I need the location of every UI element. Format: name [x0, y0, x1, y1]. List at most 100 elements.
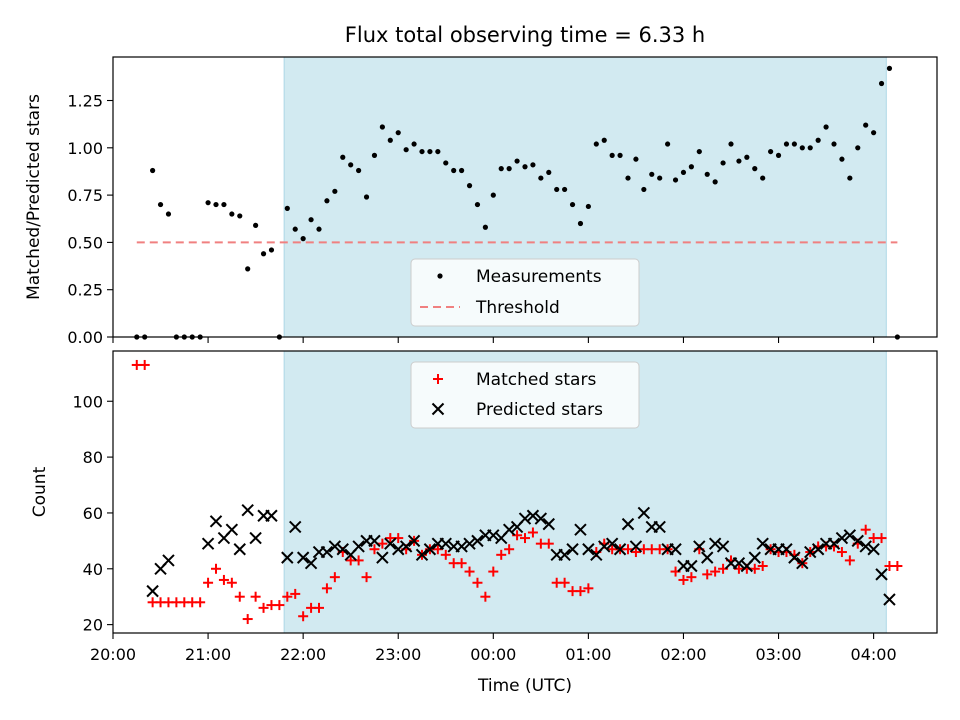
y-tick-label: 20: [83, 616, 103, 635]
measurement-point: [783, 141, 790, 147]
measurement-point: [213, 201, 219, 208]
measurement-point: [641, 186, 647, 193]
measurement-point: [847, 175, 853, 181]
predicted-star-point: [233, 543, 246, 556]
measurement-point: [546, 169, 552, 176]
measurement-point: [490, 192, 496, 198]
predicted-star-point: [827, 537, 841, 550]
legend-marker-matched: [433, 374, 443, 384]
x-tick-label: 02:00: [660, 645, 706, 664]
predicted-star-point: [328, 540, 342, 553]
legend-marker-predicted: [431, 402, 445, 416]
matched-star-point: [377, 538, 388, 549]
y-tick-label: 0.50: [67, 233, 103, 252]
y-tick-label: 0.00: [67, 328, 103, 347]
predicted-star-point: [455, 540, 468, 553]
predicted-star-point: [471, 534, 484, 548]
predicted-star-point: [439, 537, 452, 550]
chart-title: Flux total observing time = 6.33 h: [345, 23, 705, 47]
y-tick-label: 80: [83, 448, 103, 467]
measurement-point: [839, 156, 845, 162]
measurement-point: [696, 148, 702, 155]
matched-star-point: [520, 533, 530, 544]
measurement-point: [411, 141, 417, 147]
predicted-star-point: [241, 503, 254, 517]
predicted-star-point: [534, 512, 548, 525]
measurement-point: [387, 137, 393, 143]
measurement-point: [371, 152, 378, 158]
predicted-star-point: [748, 551, 761, 564]
measurement-point: [649, 171, 655, 177]
matched-star-point: [456, 558, 467, 569]
predicted-star-point: [708, 537, 722, 550]
predicted-star-point: [249, 531, 262, 545]
predicted-star-point: [225, 523, 239, 536]
matched-star-point: [488, 566, 499, 577]
legend-x-glyph: [431, 402, 445, 416]
predicted-star-point: [201, 537, 215, 550]
matched-star-point: [472, 577, 483, 588]
predicted-star-point: [384, 537, 397, 550]
predicted-star-point: [566, 543, 579, 556]
predicted-star-point: [867, 543, 880, 556]
matched-star-point: [575, 586, 586, 597]
measurement-point: [744, 154, 750, 160]
matched-star-point: [329, 572, 340, 583]
measurement-point: [245, 266, 251, 272]
measurement-point: [601, 137, 607, 143]
matched-star-point: [290, 588, 301, 599]
matched-star-point: [496, 549, 507, 560]
matched-star-point: [630, 547, 641, 558]
count-panel-x-ticks: 20:00 21:00 22:00 23:00 00:00 01:00 02:00 03:00…: [90, 633, 897, 664]
measurement-point: [815, 137, 821, 143]
count-panel-frame: [112, 350, 938, 634]
measurement-point: [768, 148, 774, 155]
predicted-star-point: [859, 540, 872, 553]
measurement-point: [577, 220, 584, 227]
matched-star-point: [440, 549, 451, 560]
measurement-point: [340, 154, 346, 160]
matched-star-point: [623, 544, 633, 555]
x-tick-label: 21:00: [185, 645, 231, 664]
x-tick-label: 04:00: [851, 645, 897, 664]
measurement-point: [498, 166, 504, 172]
measurement-point: [665, 141, 671, 147]
count-panel-y-label: Count: [30, 466, 50, 517]
y-tick-label: 60: [83, 504, 103, 523]
measurement-point: [704, 171, 710, 177]
measurement-point: [799, 145, 805, 151]
y-tick-label: 0.25: [67, 281, 103, 300]
measurement-point: [165, 211, 172, 217]
measurement-point: [292, 226, 298, 232]
predicted-star-point: [613, 543, 627, 556]
measurement-point: [474, 201, 481, 208]
legend-label-threshold: Threshold: [475, 298, 560, 318]
measurement-point: [878, 80, 885, 87]
measurement-point: [569, 201, 576, 208]
measurement-point: [260, 251, 267, 257]
measurement-point: [482, 224, 488, 230]
matched-star-point: [749, 563, 760, 574]
predicted-star-point: [843, 529, 857, 542]
measurement-point: [752, 166, 758, 172]
predicted-star-point: [415, 548, 429, 562]
measurement-point: [459, 167, 465, 174]
legend-marker-measurements: [437, 273, 443, 279]
matched-star-point: [139, 359, 150, 370]
matched-star-point: [559, 577, 570, 588]
predicted-star-point: [392, 543, 405, 556]
predicted-star-point: [732, 556, 746, 570]
measurement-point: [356, 167, 362, 174]
matched-star-point: [678, 574, 689, 585]
measurement-point: [419, 148, 425, 155]
measurement-point: [363, 194, 370, 200]
predicted-star-point: [281, 551, 294, 564]
measurement-point: [791, 141, 797, 147]
measurement-point: [871, 130, 877, 136]
measurement-point: [348, 162, 354, 168]
predicted-star-point: [487, 529, 500, 542]
matched-star-point: [836, 547, 847, 558]
measurement-point: [506, 166, 512, 172]
predicted-star-point: [304, 556, 318, 570]
y-tick-label: 100: [72, 392, 103, 411]
